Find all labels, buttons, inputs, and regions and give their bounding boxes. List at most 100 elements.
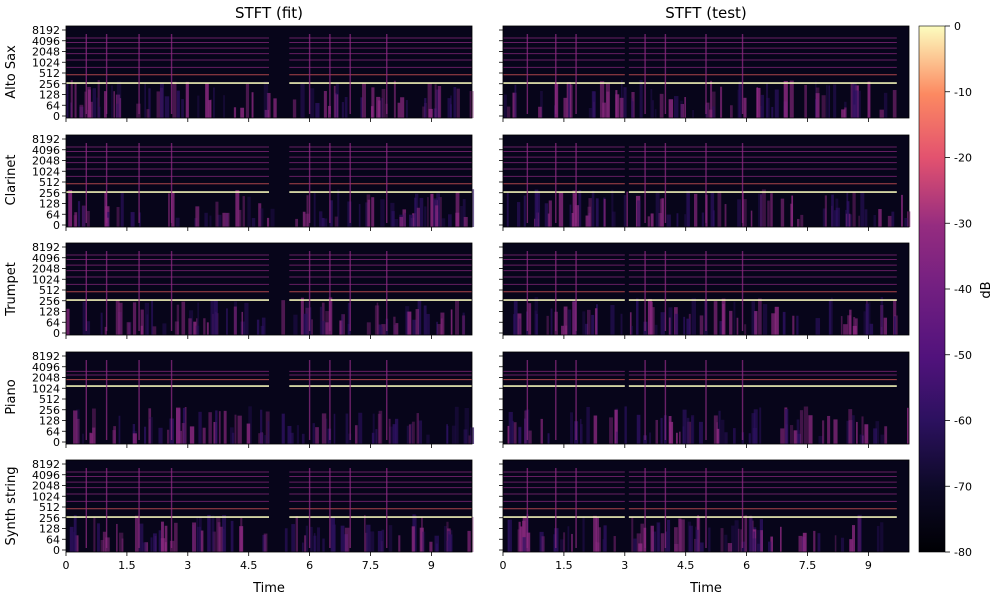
noise-mark [828,300,832,335]
noise-mark [883,92,888,118]
noise-mark [655,191,660,227]
noise-mark [631,517,634,552]
noise-mark [219,526,223,552]
noise-mark [339,320,343,335]
noise-mark [241,311,244,335]
noise-mark [655,419,658,444]
noise-mark [358,204,361,227]
noise-mark [309,307,312,335]
noise-mark [541,536,545,552]
noise-mark [322,538,325,552]
noise-mark [705,102,710,118]
noise-mark [463,216,468,227]
noise-mark [846,420,850,444]
noise-mark [415,309,419,335]
noise-mark [821,95,826,118]
noise-mark [594,308,598,335]
noise-mark [711,91,716,118]
noise-mark [340,525,345,552]
noise-mark [760,105,763,118]
noise-mark [317,527,320,552]
noise-mark [251,92,254,118]
noise-mark [115,300,120,335]
noise-mark [901,194,903,227]
noise-mark [875,421,880,444]
noise-mark [591,314,595,335]
noise-mark [118,302,123,335]
noise-mark [907,407,910,444]
noise-mark [789,80,794,118]
noise-mark [408,424,412,444]
noise-mark [716,428,720,444]
noise-mark [69,526,74,552]
noise-mark [760,194,762,227]
noise-mark [682,409,687,444]
noise-mark [418,420,423,444]
noise-mark [461,315,466,335]
noise-mark [393,80,396,118]
noise-mark [181,301,186,335]
noise-mark [674,527,678,552]
noise-mark [370,531,375,552]
noise-mark [151,299,154,335]
noise-mark [370,106,374,118]
noise-mark [66,82,69,118]
noise-mark [840,316,843,335]
noise-mark [538,106,542,118]
noise-mark [455,300,460,335]
noise-mark [748,433,751,444]
y-tick-label: 0 [53,544,60,557]
noise-mark [388,418,391,444]
noise-mark [883,317,888,335]
noise-mark [774,306,779,335]
noise-mark [198,516,202,552]
noise-mark [507,425,510,444]
noise-mark [724,534,728,552]
y-tick-label: 512 [39,67,60,80]
noise-mark [270,208,275,227]
noise-mark [698,421,703,444]
noise-mark [393,324,396,335]
spectrogram-panel [65,459,474,553]
noise-mark [209,99,212,118]
noise-mark [668,99,674,118]
noise-mark [381,324,386,335]
noise-mark [792,315,795,335]
noise-mark [427,197,429,227]
noise-mark [767,541,772,552]
noise-mark [462,199,466,227]
noise-mark [563,306,568,335]
panel-frame [502,351,910,445]
noise-mark [415,515,418,552]
x-tick-label: 1.5 [555,559,573,572]
noise-mark [865,303,869,335]
y-tick-label: 2048 [32,480,60,493]
noise-mark [752,427,758,444]
noise-mark [758,298,762,335]
noise-mark [419,527,424,552]
noise-mark [185,81,189,118]
noise-mark [863,311,866,335]
noise-mark [799,410,804,444]
noise-mark [417,299,422,335]
noise-mark [378,324,382,335]
row-label-alto-sax: Alto Sax [4,45,19,99]
noise-mark [523,195,526,227]
noise-mark [395,323,399,335]
noise-mark [751,301,756,335]
noise-mark [449,104,452,118]
noise-mark [149,417,153,444]
x-axis-label-fit: Time [252,581,285,596]
noise-mark [471,189,475,227]
noise-mark [424,206,427,227]
noise-mark [167,193,170,227]
noise-mark [376,302,379,335]
noise-mark [197,95,200,118]
noise-mark [783,80,788,118]
noise-mark [138,523,144,552]
x-tick-label: 9 [428,559,435,572]
colorbar-tick-label: -30 [954,217,972,230]
colorbar-tick-label: -70 [954,480,972,493]
noise-mark [300,82,305,118]
noise-mark [516,202,521,227]
